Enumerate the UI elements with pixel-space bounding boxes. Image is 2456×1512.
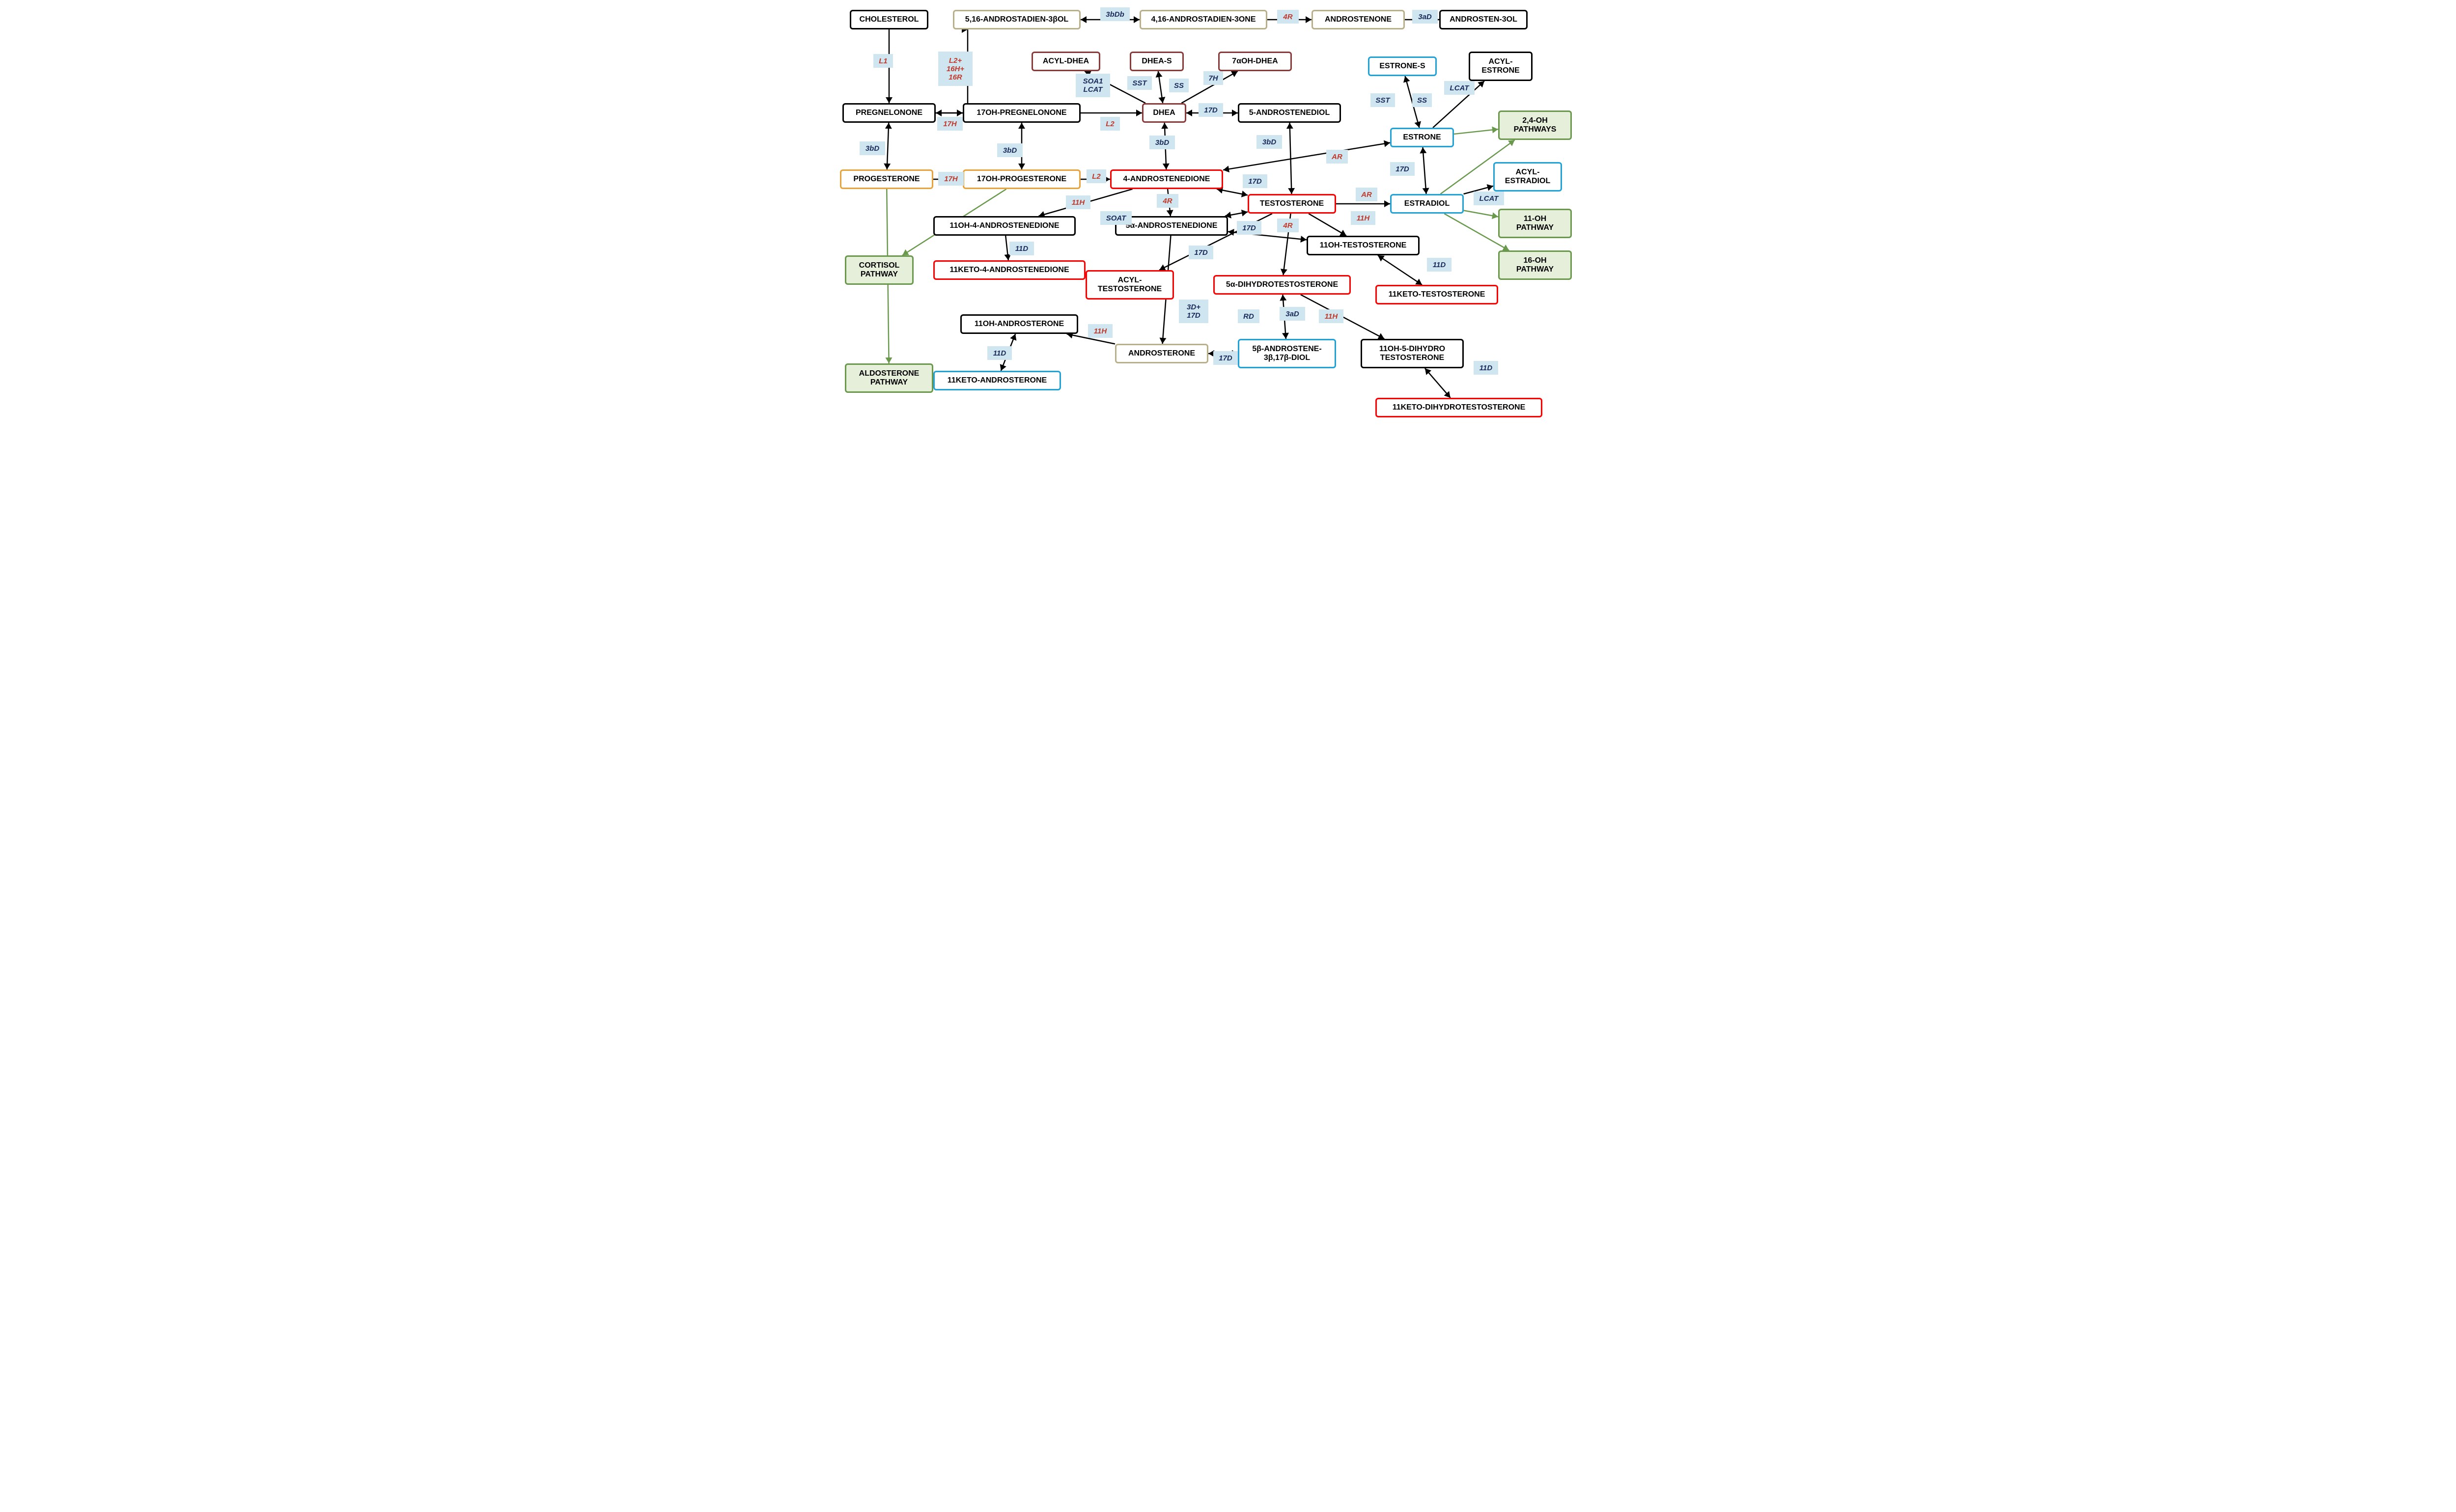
enzyme-label: 17D (1199, 103, 1223, 117)
node-acyl_estrone: ACYL- ESTRONE (1469, 52, 1533, 81)
node-andro5_16: 5,16-ANDROSTADIEN-3βOL (953, 10, 1081, 29)
node-5b_diol: 5β-ANDROSTENE- 3β,17β-DIOL (1238, 339, 1336, 368)
node-androsten3ol: ANDROSTEN-3OL (1439, 10, 1528, 29)
node-cortisol: CORTISOL PATHWAY (845, 255, 914, 285)
enzyme-label: AR (1326, 150, 1348, 164)
node-17oh_prog: 17OH-PROGESTERONE (963, 169, 1081, 189)
node-progesterone: PROGESTERONE (840, 169, 933, 189)
enzyme-label: SOAT (1100, 211, 1132, 225)
enzyme-label: SS (1412, 93, 1432, 107)
node-androstenone: ANDROSTENONE (1312, 10, 1405, 29)
enzyme-label: SOA1 LCAT (1076, 74, 1110, 97)
enzyme-label: 11H (1088, 324, 1113, 338)
node-11oh_5dht: 11OH-5-DIHYDRO TESTOSTERONE (1361, 339, 1464, 368)
enzyme-label: L2 (1100, 117, 1120, 131)
enzyme-label: LCAT (1444, 81, 1475, 95)
enzyme-label: 4R (1277, 219, 1299, 232)
enzyme-label: 17D (1213, 351, 1238, 365)
node-11oh_testo: 11OH-TESTOSTERONE (1307, 236, 1420, 255)
node-dhea: DHEA (1142, 103, 1186, 123)
enzyme-label: 17D (1390, 162, 1415, 176)
node-acyl_estradiol: ACYL- ESTRADIOL (1493, 162, 1562, 192)
enzyme-label: 17D (1243, 174, 1267, 188)
node-5a_androstenedione: 5α-ANDROSTENEDIONE (1115, 216, 1228, 236)
node-dhea_s: DHEA-S (1130, 52, 1184, 71)
node-pregnelonone: PREGNELONONE (842, 103, 936, 123)
enzyme-label: 3bDb (1100, 7, 1130, 21)
node-acyl_testo: ACYL- TESTOSTERONE (1086, 270, 1174, 300)
node-17oh_preg: 17OH-PREGNELONONE (963, 103, 1081, 123)
node-testosterone: TESTOSTERONE (1248, 194, 1336, 214)
node-androsterone: ANDROSTERONE (1115, 344, 1208, 363)
node-24oh: 2,4-OH PATHWAYS (1498, 110, 1572, 140)
node-estrone_s: ESTRONE-S (1368, 56, 1437, 76)
enzyme-label: LCAT (1474, 192, 1504, 205)
enzyme-label: 3bD (1149, 136, 1175, 149)
enzyme-label: 11H (1066, 195, 1090, 209)
node-11keto_testo: 11KETO-TESTOSTERONE (1375, 285, 1498, 304)
enzyme-label: 17D (1189, 246, 1213, 259)
node-aldosterone: ALDOSTERONE PATHWAY (845, 363, 933, 393)
enzyme-label: 17H (938, 172, 964, 186)
enzyme-label: RD (1238, 309, 1259, 323)
node-cholesterol: CHOLESTEROL (850, 10, 928, 29)
node-estradiol: ESTRADIOL (1390, 194, 1464, 214)
enzyme-label: SST (1127, 76, 1152, 90)
enzyme-label: L2 (1087, 169, 1106, 183)
enzyme-label: SST (1370, 93, 1395, 107)
enzyme-label: 11H (1319, 309, 1343, 323)
enzyme-label: SS (1169, 79, 1189, 92)
node-11oh_androsterone: 11OH-ANDROSTERONE (960, 314, 1078, 334)
enzyme-label: L2+ 16H+ 16R (938, 52, 973, 86)
enzyme-label: 3aD (1280, 307, 1305, 321)
enzyme-label: 3aD (1412, 10, 1438, 24)
node-11oh_4andro: 11OH-4-ANDROSTENEDIONE (933, 216, 1076, 236)
node-11keto_androsterone: 11KETO-ANDROSTERONE (933, 371, 1061, 390)
node-5a_dht: 5α-DIHYDROTESTOSTERONE (1213, 275, 1351, 295)
enzyme-label: 11H (1351, 211, 1375, 225)
enzyme-label: 3bD (997, 143, 1023, 157)
node-11keto_dht: 11KETO-DIHYDROTESTOSTERONE (1375, 398, 1542, 417)
enzyme-label: 4R (1277, 10, 1299, 24)
enzyme-label: 11D (1427, 258, 1451, 272)
node-estrone: ESTRONE (1390, 128, 1454, 147)
node-andro4_16: 4,16-ANDROSTADIEN-3ONE (1140, 10, 1267, 29)
enzyme-label: 17D (1237, 221, 1261, 235)
enzyme-label: L1 (873, 54, 893, 68)
enzyme-label: AR (1356, 188, 1377, 201)
node-11keto_4andro: 11KETO-4-ANDROSTENEDIONE (933, 260, 1086, 280)
node-4_androstenedione: 4-ANDROSTENEDIONE (1110, 169, 1223, 189)
node-7aoh_dhea: 7αOH-DHEA (1218, 52, 1292, 71)
enzyme-label: 11D (1009, 242, 1034, 255)
enzyme-label: 11D (987, 346, 1012, 360)
node-5_androstenediol: 5-ANDROSTENEDIOL (1238, 103, 1341, 123)
enzyme-label: 3bD (1256, 135, 1282, 149)
enzyme-label: 7H (1203, 71, 1223, 85)
steroid-biosynthesis-diagram: CHOLESTEROL 5,16-ANDROSTADIEN-3βOL 4,16-AN… (835, 0, 1621, 491)
enzyme-label: 17H (937, 117, 963, 131)
node-acyl_dhea: ACYL-DHEA (1032, 52, 1100, 71)
enzyme-label: 3D+ 17D (1179, 300, 1208, 323)
enzyme-label: 3bD (860, 141, 885, 155)
enzyme-label: 4R (1157, 194, 1178, 208)
node-16oh_path: 16-OH PATHWAY (1498, 250, 1572, 280)
node-11oh_path: 11-OH PATHWAY (1498, 209, 1572, 238)
enzyme-label: 11D (1474, 361, 1498, 375)
